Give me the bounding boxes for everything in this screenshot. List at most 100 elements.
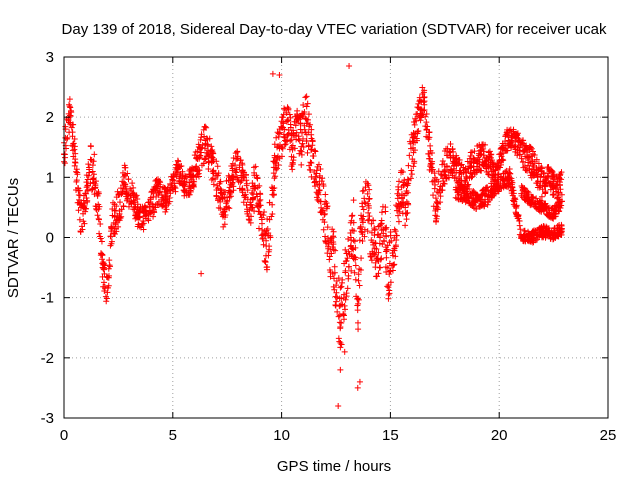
data-point [438, 172, 445, 179]
data-point [478, 150, 485, 157]
data-point [175, 158, 182, 165]
data-point [164, 187, 171, 194]
data-point [202, 123, 209, 130]
data-point [270, 170, 277, 177]
data-point [546, 204, 553, 211]
data-point [518, 234, 525, 241]
data-point [293, 129, 300, 136]
data-point [330, 228, 337, 235]
data-point [355, 300, 362, 307]
data-point [116, 217, 123, 224]
data-point [383, 247, 390, 254]
data-point [143, 208, 150, 215]
data-point [511, 143, 518, 150]
data-point [377, 256, 384, 263]
data-point [443, 175, 450, 182]
data-point [64, 134, 71, 141]
data-point [296, 137, 303, 144]
data-point [74, 169, 81, 176]
data-point [364, 217, 371, 224]
data-point [542, 189, 549, 196]
data-point [297, 147, 304, 154]
data-point [463, 175, 470, 182]
data-point [546, 168, 553, 175]
data-point [330, 246, 337, 253]
data-point [238, 177, 245, 184]
data-point [179, 181, 186, 188]
data-point [378, 227, 385, 234]
data-point [284, 116, 291, 123]
data-point [455, 156, 462, 163]
data-point [167, 190, 174, 197]
data-point [360, 206, 367, 213]
data-point [465, 195, 472, 202]
data-point [521, 143, 528, 150]
data-point [525, 230, 532, 237]
data-point [273, 134, 280, 141]
data-point [217, 205, 224, 212]
data-point [508, 175, 515, 182]
data-point [259, 226, 266, 233]
data-point [405, 201, 412, 208]
data-point [384, 283, 391, 290]
data-point [438, 187, 445, 194]
data-point [249, 204, 256, 211]
data-point [434, 206, 441, 213]
data-point [223, 203, 230, 210]
data-point [528, 145, 535, 152]
data-point [496, 184, 503, 191]
data-point [283, 110, 290, 117]
data-point [240, 199, 247, 206]
x-tick-label: 20 [491, 427, 508, 444]
data-point [287, 137, 294, 144]
data-point [117, 199, 124, 206]
data-point [471, 189, 478, 196]
data-point [502, 132, 509, 139]
data-point [411, 121, 418, 128]
data-point [360, 187, 367, 194]
data-point [371, 225, 378, 232]
data-point [244, 196, 251, 203]
data-point [92, 203, 99, 210]
data-point [338, 341, 345, 348]
data-point [395, 218, 402, 225]
data-point [376, 232, 383, 239]
data-point [426, 155, 433, 162]
data-point [523, 189, 530, 196]
data-point [386, 271, 393, 278]
data-point [138, 224, 145, 231]
data-point [311, 147, 318, 154]
data-point [552, 184, 559, 191]
data-point [99, 252, 106, 259]
data-point [488, 193, 495, 200]
data-point [483, 157, 490, 164]
data-point [100, 264, 107, 271]
data-point [490, 182, 497, 189]
data-point [350, 219, 357, 226]
data-point [196, 167, 203, 174]
data-point [257, 196, 264, 203]
data-point [315, 198, 322, 205]
data-point [545, 209, 552, 216]
data-point [308, 131, 315, 138]
data-point [408, 171, 415, 178]
data-point [334, 308, 341, 315]
data-point [96, 216, 103, 223]
data-point [141, 204, 148, 211]
data-point [320, 226, 327, 233]
data-point [203, 153, 210, 160]
data-point [489, 191, 496, 198]
data-point [465, 181, 472, 188]
data-point [221, 189, 228, 196]
data-point [278, 144, 285, 151]
data-point [79, 226, 86, 233]
data-point [534, 172, 541, 179]
data-point [556, 221, 563, 228]
data-point [540, 228, 547, 235]
data-point [348, 267, 355, 274]
data-point [375, 270, 382, 277]
data-point [514, 215, 521, 222]
data-point [220, 223, 227, 230]
data-point [182, 187, 189, 194]
data-point [302, 115, 309, 122]
